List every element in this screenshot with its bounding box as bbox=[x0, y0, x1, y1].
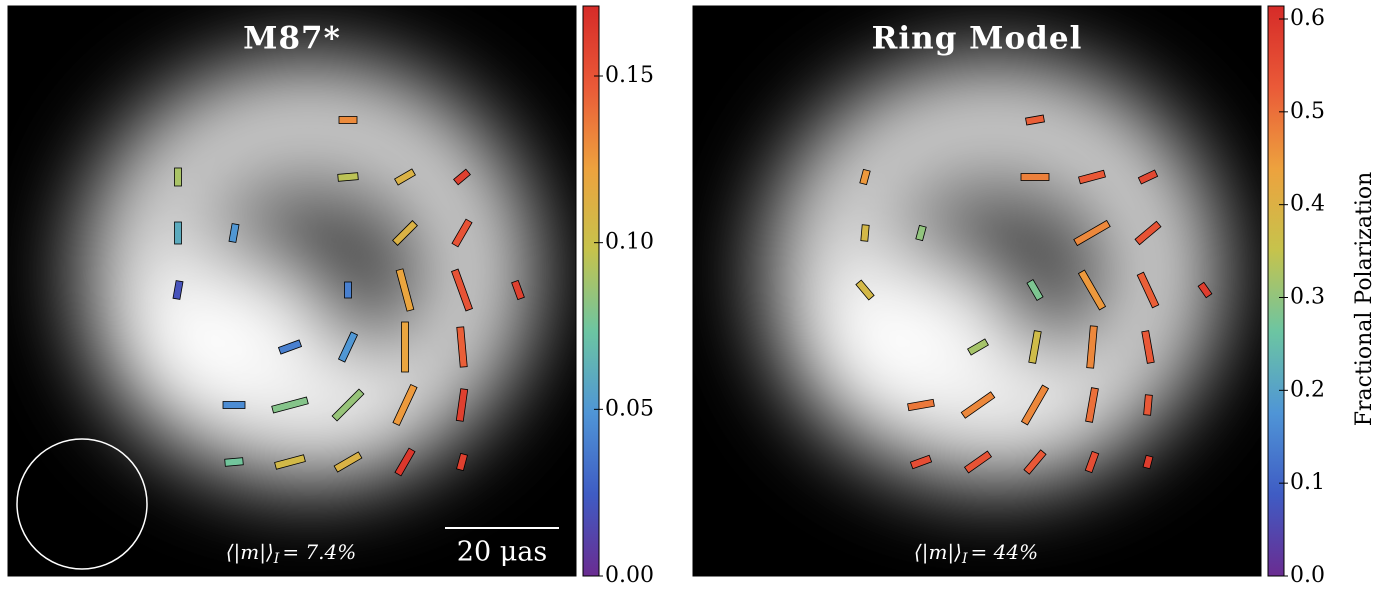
polarization-tick bbox=[511, 279, 525, 301]
polarization-tick bbox=[394, 168, 416, 186]
polarization-tick bbox=[456, 452, 468, 472]
colorbar-tick-label: 0.4 bbox=[1290, 192, 1325, 217]
polarization-tick bbox=[1078, 169, 1106, 185]
colorbar-label: Fractional Polarization bbox=[1352, 172, 1377, 427]
image bbox=[8, 6, 576, 576]
colorbar-tick-label: 0.05 bbox=[605, 396, 654, 421]
polarization-tick bbox=[451, 218, 473, 248]
polarization-tick bbox=[1023, 449, 1047, 475]
polarization-tick bbox=[331, 388, 365, 422]
polarization-tick bbox=[1020, 173, 1050, 181]
colorbar: 0.00 0.05 0.10 0.15 bbox=[582, 5, 654, 588]
polarization-tick bbox=[1025, 114, 1045, 126]
beam bbox=[16, 438, 148, 570]
polarization-tick bbox=[1084, 450, 1100, 474]
panel: Ring Model ⟨|m|⟩I = 44% bbox=[692, 5, 1262, 577]
colorbar-tick-label: 0.5 bbox=[1290, 99, 1325, 124]
polarization-tick bbox=[453, 168, 471, 186]
polarization-tick bbox=[859, 168, 871, 186]
frame bbox=[7, 5, 577, 577]
polarization-tick bbox=[1197, 281, 1213, 299]
image bbox=[693, 6, 1261, 576]
polarization-tick bbox=[1136, 271, 1160, 309]
polarization-tick bbox=[1020, 384, 1050, 426]
polarization-tick bbox=[455, 388, 469, 422]
colorbar-tick-label: 0.15 bbox=[605, 63, 654, 88]
polarization-tick bbox=[271, 396, 309, 414]
polarization-tick bbox=[337, 172, 359, 182]
polarization-tick bbox=[915, 224, 927, 242]
polarization-tick bbox=[224, 457, 244, 467]
colorbar: 0.0 0.1 0.2 0.3 0.4 0.5 0.6 Fractional Polariza… bbox=[1267, 5, 1377, 588]
colorbar-tick-label: 0.0 bbox=[1290, 563, 1325, 588]
polarization-tick bbox=[392, 220, 418, 246]
panel-title: Ring Model bbox=[872, 21, 1083, 57]
polarization-tick bbox=[855, 279, 875, 301]
polarization-tick bbox=[338, 116, 358, 124]
polarization-tick bbox=[1141, 330, 1155, 364]
frame bbox=[692, 5, 1262, 577]
scale-bar-label: 20 μas bbox=[457, 537, 547, 568]
polarization-tick bbox=[1142, 454, 1154, 470]
annotation-value: = 44% bbox=[971, 540, 1039, 564]
polarization-tick bbox=[394, 447, 416, 477]
polarization-tick bbox=[1028, 330, 1042, 364]
annotation-value: = 7.4% bbox=[282, 540, 356, 564]
polarization-tick bbox=[451, 268, 473, 312]
polarization-tick bbox=[333, 451, 363, 473]
colorbar-tick-label: 0.2 bbox=[1290, 377, 1325, 402]
polarization-tick bbox=[456, 326, 468, 368]
polarization-tick bbox=[222, 401, 246, 409]
colorbar-tick-label: 0.10 bbox=[605, 230, 654, 255]
colorbar-tick-label: 0.00 bbox=[605, 563, 654, 588]
polarization-tick bbox=[1134, 220, 1162, 246]
panel: M87* ⟨|m|⟩I = 7.4% 20 μas bbox=[7, 5, 577, 577]
polarization-tick bbox=[1085, 387, 1099, 423]
polarization-tick bbox=[963, 450, 993, 474]
panel-title: M87* bbox=[243, 21, 341, 57]
polarization-tick bbox=[392, 383, 418, 427]
annotation-sub: I bbox=[961, 551, 968, 567]
colorbar-tick-label: 0.6 bbox=[1290, 6, 1325, 31]
colorbar-gradient bbox=[1267, 5, 1285, 577]
polarization-tick bbox=[1143, 394, 1153, 416]
polarization-tick bbox=[172, 280, 184, 300]
polarization-tick bbox=[1086, 325, 1098, 369]
polarization-tick bbox=[907, 398, 935, 412]
polarization-tick bbox=[1073, 219, 1111, 247]
annotation-label: ⟨|m|⟩ bbox=[226, 540, 274, 565]
colorbar-tick-label: 0.3 bbox=[1290, 284, 1325, 309]
colorbar-gradient bbox=[582, 5, 600, 577]
polarization-tick bbox=[860, 224, 870, 242]
polarization-tick bbox=[1026, 279, 1044, 301]
mean-polarization: ⟨|m|⟩I = 7.4% bbox=[226, 540, 357, 568]
polarization-tick bbox=[337, 331, 359, 363]
polarization-tick bbox=[1137, 169, 1159, 185]
polarization-tick bbox=[395, 268, 415, 312]
mean-polarization: ⟨|m|⟩I = 44% bbox=[914, 540, 1038, 568]
polarization-tick bbox=[1077, 269, 1107, 311]
colorbar-tick-label: 0.1 bbox=[1290, 470, 1325, 495]
annotation-sub: I bbox=[273, 551, 280, 567]
polarization-tick bbox=[909, 454, 933, 470]
polarization-tick bbox=[344, 281, 352, 299]
polarization-tick bbox=[174, 221, 182, 245]
polarization-tick bbox=[277, 339, 303, 355]
polarization-tick bbox=[228, 223, 240, 243]
polarization-tick bbox=[401, 321, 409, 373]
annotation-label: ⟨|m|⟩ bbox=[914, 540, 962, 565]
polarization-tick bbox=[174, 167, 182, 187]
polarization-tick bbox=[967, 338, 989, 356]
polarization-tick bbox=[274, 454, 306, 470]
polarization-tick bbox=[960, 391, 996, 419]
